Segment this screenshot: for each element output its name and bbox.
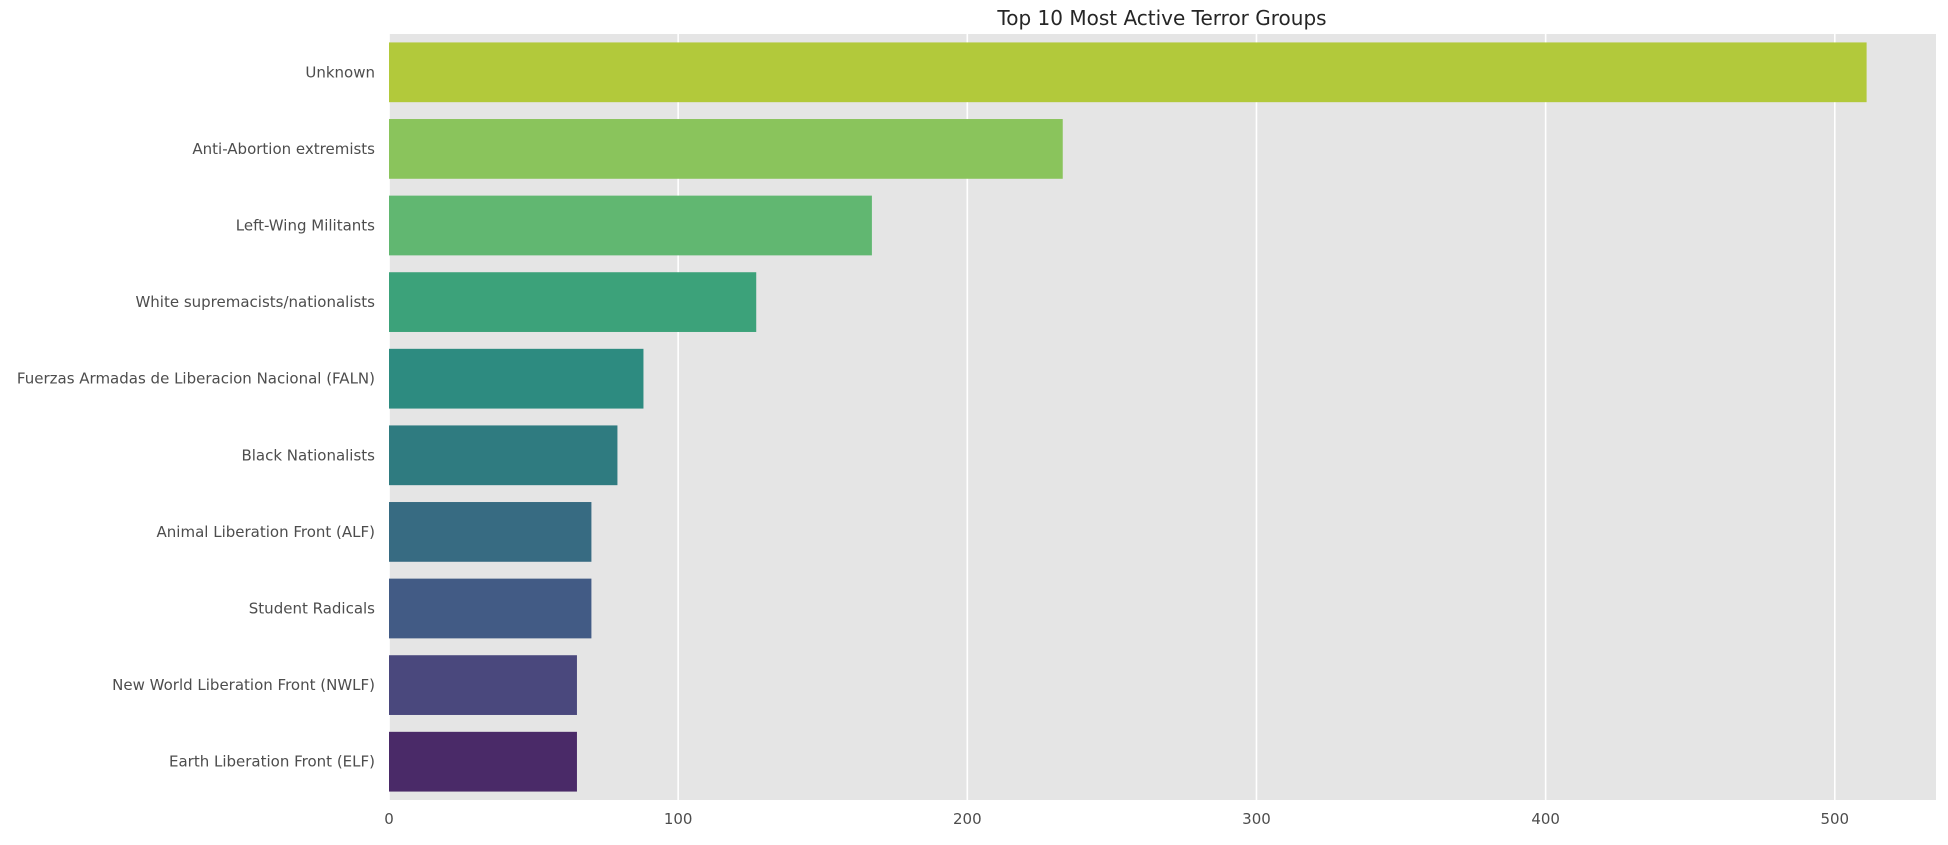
x-tick-label: 100 [664,810,693,828]
bar [389,348,644,409]
bar [389,502,592,562]
category-label: Earth Liberation Front (ELF) [169,753,375,771]
category-label: Anti-Abortion extremists [192,140,375,158]
category-labels: Unknown Anti-Abortion extremists Left-Wing… [17,63,375,770]
category-label: White supremacists/nationalists [135,293,375,311]
bars [389,42,1867,792]
bar [389,119,1063,179]
category-label: Unknown [305,63,375,81]
category-label: Student Radicals [249,600,375,618]
x-tick-labels: 0 100 200 300 400 500 [384,810,1849,828]
category-label: Animal Liberation Front (ALF) [157,523,375,541]
x-tick-label: 300 [1242,810,1271,828]
bar [389,195,872,256]
x-tick-label: 500 [1820,810,1849,828]
category-label: Black Nationalists [241,446,375,464]
chart-title: Top 10 Most Active Terror Groups [996,6,1326,30]
bar [389,578,592,639]
bar [389,425,618,486]
category-label: New World Liberation Front (NWLF) [112,676,375,694]
category-label: Fuerzas Armadas de Liberacion Nacional (… [17,370,375,388]
x-tick-label: 0 [384,810,394,828]
bar [389,731,577,792]
category-label: Left-Wing Militants [236,217,375,235]
bar [389,272,757,332]
bar [389,42,1867,103]
x-tick-label: 200 [953,810,982,828]
bar [389,655,577,715]
x-tick-label: 400 [1531,810,1560,828]
